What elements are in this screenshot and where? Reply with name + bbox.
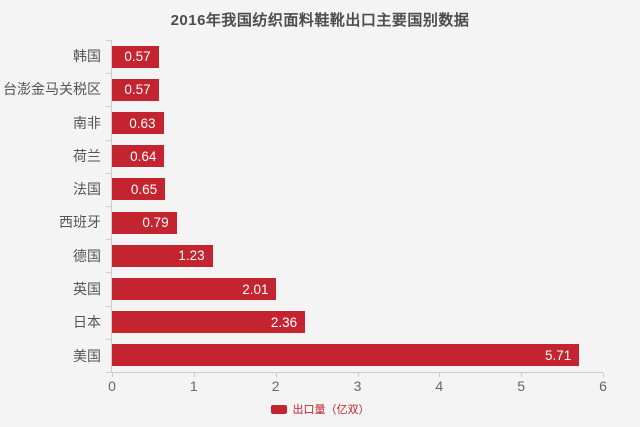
bar-value-label: 0.63: [129, 115, 156, 131]
bar: 1.23: [112, 244, 213, 267]
bar-row: 5.71: [112, 339, 603, 372]
bar: 0.64: [112, 145, 165, 168]
bar-row: 0.64: [112, 140, 603, 173]
y-axis-tick: [106, 272, 112, 274]
bar: 2.36: [112, 311, 306, 334]
y-axis-tick: [106, 73, 112, 75]
category-label: 德国: [73, 247, 101, 264]
bar: 0.79: [112, 211, 177, 234]
y-axis-tick: [106, 106, 112, 108]
bar: 2.01: [112, 278, 277, 301]
category-label: 英国: [73, 281, 101, 298]
bar-value-label: 1.23: [178, 248, 205, 264]
x-axis-tick: [193, 373, 195, 377]
x-axis-tick: [112, 373, 113, 377]
category-label: 荷兰: [73, 147, 101, 164]
bar-row: 0.65: [112, 173, 603, 206]
x-axis-tick: [357, 373, 359, 377]
y-axis-tick: [106, 372, 112, 373]
plot-area: 0.57 0.57 0.63 0.64 0.65 0.79 1.23 2.01 2.36 5.71…: [106, 40, 607, 394]
category-label: 日本: [73, 314, 101, 331]
bar-row: 0.57: [112, 40, 603, 73]
legend: 出口量（亿双）: [0, 401, 640, 417]
bar-value-label: 0.57: [124, 49, 151, 65]
x-axis-tick: [603, 373, 604, 377]
bar-row: 2.36: [112, 306, 603, 339]
y-axis-tick: [106, 172, 112, 174]
x-axis-tick-label: 5: [517, 378, 526, 394]
bar-value-label: 0.65: [130, 181, 158, 197]
x-axis-tick-label: 6: [599, 378, 607, 394]
bar-series: 0.57 0.57 0.63 0.64 0.65 0.79 1.23 2.01 2.36 5.71: [112, 40, 603, 372]
bar-value-label: 2.36: [270, 314, 298, 330]
legend-label: 出口量（亿双）: [292, 404, 370, 416]
bar: 0.57: [112, 45, 159, 68]
x-axis-tick-label: 2: [271, 378, 280, 394]
x-axis-tick-label: 0: [108, 378, 116, 394]
legend-marker-icon: [270, 404, 287, 414]
y-axis-tick: [106, 139, 112, 141]
category-label: 西班牙: [59, 214, 101, 231]
category-label: 南非: [73, 114, 101, 131]
bar-row: 0.57: [112, 73, 603, 106]
x-axis-tick-label: 4: [435, 378, 444, 394]
bar: 0.65: [112, 178, 166, 201]
bar-row: 1.23: [112, 239, 603, 272]
y-axis-labels: 韩国台澎金马关税区南非荷兰法国西班牙德国英国日本美国: [0, 40, 101, 373]
category-label: 台澎金马关税区: [3, 81, 101, 98]
y-axis-tick: [106, 40, 112, 41]
bar-value-label: 5.71: [544, 347, 572, 363]
y-axis-tick: [106, 338, 112, 340]
bar-value-label: 0.57: [124, 82, 151, 98]
x-axis-tick-label: 3: [353, 378, 362, 394]
bar-value-label: 0.64: [130, 148, 157, 164]
x-axis-tick: [439, 373, 441, 377]
bar-row: 0.79: [112, 206, 603, 239]
y-axis-tick: [106, 305, 112, 307]
bar: 0.57: [112, 78, 159, 101]
bar-value-label: 0.79: [142, 215, 169, 231]
y-axis-tick: [106, 239, 112, 241]
category-label: 法国: [73, 181, 101, 198]
bar-row: 0.63: [112, 106, 603, 139]
category-label: 韩国: [73, 48, 101, 64]
x-axis-tick-label: 1: [189, 378, 198, 394]
bar-value-label: 2.01: [242, 281, 269, 297]
bar: 5.71: [112, 344, 580, 367]
x-axis-tick: [521, 373, 523, 377]
category-label: 美国: [73, 347, 101, 364]
x-axis-tick: [275, 373, 277, 377]
y-axis-tick: [106, 206, 112, 207]
bar: 0.63: [112, 112, 164, 134]
bar-row: 2.01: [112, 272, 603, 305]
chart-title: 2016年我国纺织面料鞋靴出口主要国别数据: [170, 12, 470, 29]
